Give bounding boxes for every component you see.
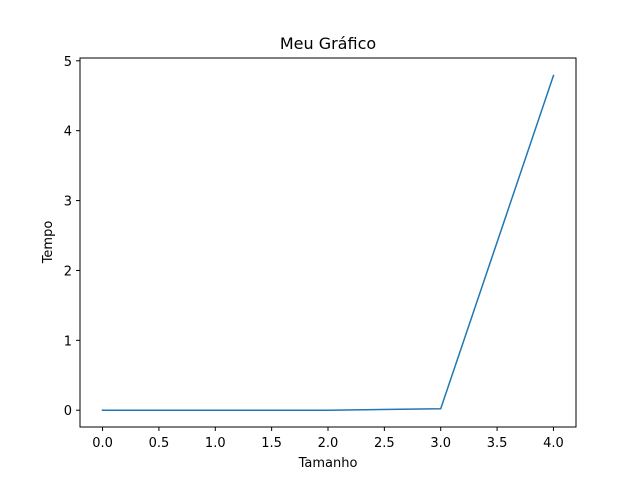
x-tick-label: 3.5 bbox=[487, 436, 508, 451]
series-line bbox=[101, 74, 555, 411]
y-tick-label: 2 bbox=[64, 264, 72, 279]
y-axis-label: Tempo bbox=[41, 221, 56, 265]
x-tick-label: 2.5 bbox=[374, 436, 395, 451]
y-tick-label: 5 bbox=[64, 55, 72, 70]
plot-frame bbox=[79, 57, 577, 428]
x-tick-label: 2.0 bbox=[318, 436, 339, 451]
x-axis-label: Tamanho bbox=[298, 456, 358, 471]
x-tick-label: 1.5 bbox=[261, 436, 282, 451]
x-tick-label: 3.0 bbox=[430, 436, 451, 451]
y-tick-label: 1 bbox=[64, 334, 72, 349]
x-tick-label: 0.5 bbox=[149, 436, 170, 451]
x-tick-label: 4.0 bbox=[543, 436, 564, 451]
x-axis-ticks: 0.0 0.5 1.0 1.5 2.0 2.5 3.0 3.5 4.0 bbox=[92, 427, 564, 451]
y-tick-label: 4 bbox=[64, 125, 72, 140]
chart-title: Meu Gráfico bbox=[280, 34, 376, 53]
y-tick-label: 0 bbox=[64, 404, 72, 419]
x-tick-label: 0.0 bbox=[92, 436, 113, 451]
x-tick-label: 1.0 bbox=[205, 436, 226, 451]
y-tick-label: 3 bbox=[64, 195, 72, 210]
y-axis-ticks: 0 1 2 3 4 5 bbox=[64, 55, 80, 419]
